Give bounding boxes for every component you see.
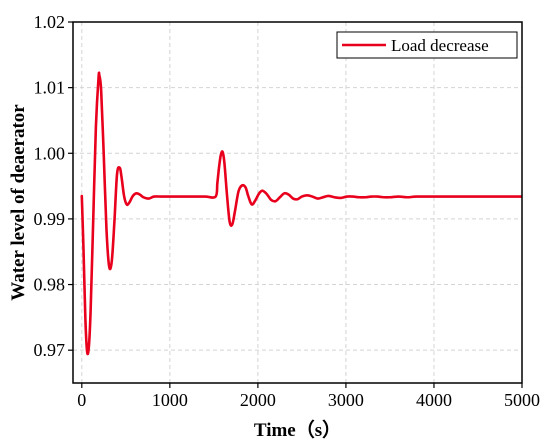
x-tick-label: 2000	[240, 390, 276, 410]
y-tick-label: 1.00	[34, 143, 66, 163]
x-tick-label: 5000	[504, 390, 540, 410]
y-tick-label: 0.99	[34, 209, 66, 229]
legend-label-load-decrease: Load decrease	[391, 36, 489, 55]
y-tick-label: 1.02	[34, 12, 66, 32]
series-line-load-decrease	[80, 71, 522, 356]
plot-area-background	[73, 22, 522, 383]
series-layer	[80, 71, 522, 356]
x-axis-title: Time（s）	[254, 418, 341, 441]
plot-frame	[72, 21, 523, 384]
y-axis-title: Water level of deaerator	[8, 104, 29, 301]
x-tick-label: 3000	[328, 390, 364, 410]
y-tick-label: 0.98	[34, 275, 66, 295]
y-tick-label: 1.01	[34, 78, 66, 98]
x-tick-label: 4000	[416, 390, 452, 410]
x-tick-label: 0	[77, 390, 86, 410]
axis-ticks: 0 1000 2000 3000 4000 5000 0.97 0.98 0.99 1.00 1.0…	[34, 12, 541, 410]
x-tick-label: 1000	[152, 390, 188, 410]
legend: Load decrease	[336, 31, 518, 59]
y-tick-label: 0.97	[34, 340, 66, 360]
